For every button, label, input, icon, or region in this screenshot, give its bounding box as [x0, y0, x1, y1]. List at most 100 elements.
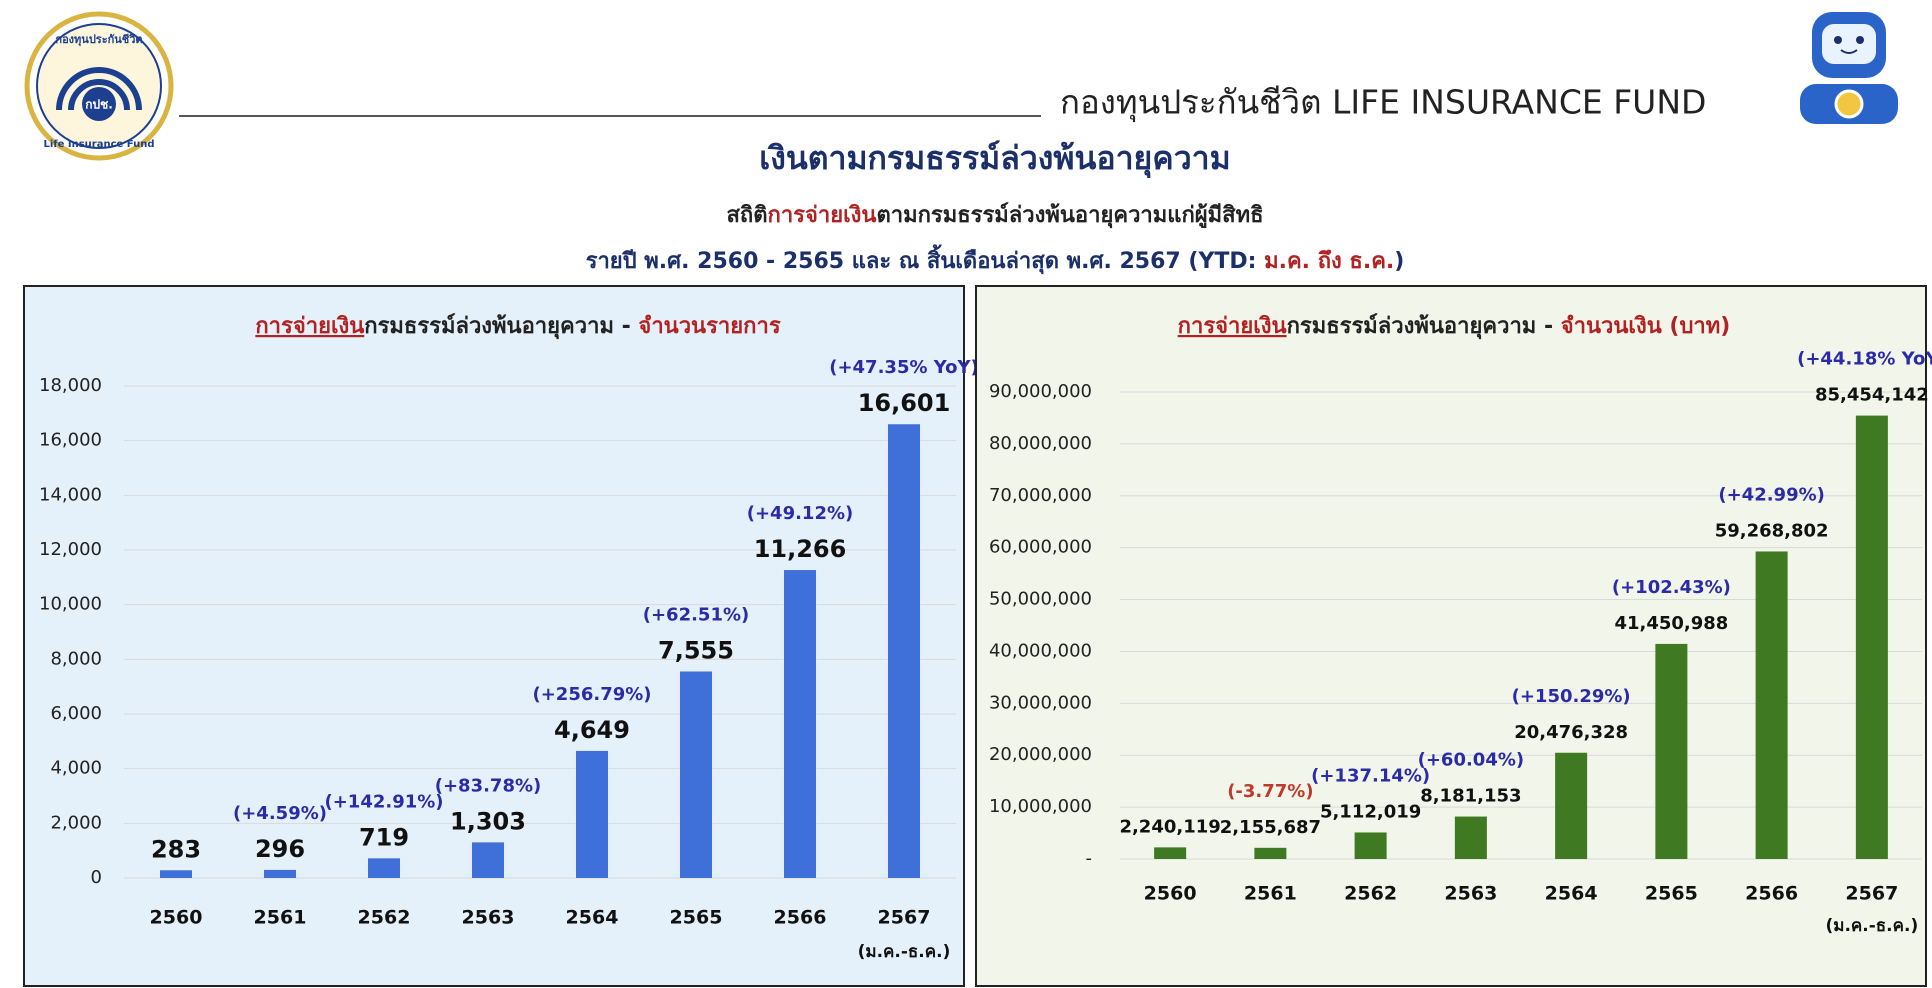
value-label: 7,555 — [658, 636, 734, 664]
chart-panel: การจ่ายเงินกรมธรรม์ล่วงพ้นอายุความ - จำน… — [24, 286, 979, 986]
value-label: 16,601 — [858, 389, 951, 417]
chart-title: การจ่ายเงินกรมธรรม์ล่วงพ้นอายุความ - จำน… — [1178, 313, 1731, 340]
x-tick-label: 2563 — [1444, 883, 1497, 905]
page-title: เงินตามกรมธรรม์ล่วงพ้นอายุความ — [759, 139, 1230, 179]
growth-label: (+102.43%) — [1612, 577, 1731, 598]
x-tick-label: 2567 — [1845, 883, 1898, 905]
subtitle-part: ตามกรมธรรม์ล่วงพ้นอายุความแก่ผู้มีสิทธิ — [876, 202, 1263, 229]
page-canvas: กปช. กองทุนประกันชีวิต Life Insurance Fu… — [0, 0, 1932, 988]
bar — [472, 842, 504, 878]
value-label: 41,450,988 — [1614, 613, 1728, 634]
period-part: รายปี พ.ศ. 2560 - 2565 และ ณ สิ้นเดือนล่… — [586, 244, 1264, 275]
value-label: 4,649 — [554, 716, 630, 744]
subtitle-part: สถิติ — [726, 203, 767, 228]
growth-label: (+83.78%) — [435, 775, 542, 796]
value-label: 5,112,019 — [1320, 801, 1421, 822]
y-tick-label: 40,000,000 — [989, 640, 1092, 661]
value-label: 296 — [255, 835, 305, 863]
logo-center-text: กปช. — [85, 98, 113, 112]
value-label: 1,303 — [450, 807, 526, 835]
y-tick-label: 16,000 — [39, 430, 102, 451]
chart-panel: การจ่ายเงินกรมธรรม์ล่วงพ้นอายุความ - จำน… — [976, 286, 1932, 986]
growth-label: (+49.12%) — [747, 503, 854, 524]
growth-label: (+42.99%) — [1718, 484, 1825, 505]
value-label: 59,268,802 — [1715, 520, 1829, 541]
y-tick-label: 30,000,000 — [989, 692, 1092, 713]
value-label: 8,181,153 — [1420, 786, 1521, 807]
y-tick-label: 10,000 — [39, 594, 102, 615]
y-tick-label: 0 — [91, 867, 102, 888]
x-tick-label: 2567 — [878, 907, 931, 929]
value-label: 283 — [151, 835, 201, 863]
bar — [368, 858, 400, 878]
x-tick-label: 2562 — [1344, 883, 1397, 905]
y-tick-label: 4,000 — [50, 758, 102, 779]
category-note: (ม.ค.-ธ.ค.) — [858, 942, 951, 962]
x-tick-label: 2563 — [462, 907, 515, 929]
y-tick-label: 2,000 — [50, 812, 102, 833]
value-label: 20,476,328 — [1514, 722, 1628, 743]
chart-title-part: จำนวนเงิน (บาท) — [1561, 314, 1731, 339]
bar — [1154, 847, 1186, 859]
x-tick-label: 2560 — [150, 907, 203, 929]
chart-title: การจ่ายเงินกรมธรรม์ล่วงพ้นอายุความ - จำน… — [255, 313, 781, 340]
value-label: 719 — [359, 823, 409, 851]
bar — [1555, 753, 1587, 859]
subtitle-highlight: การจ่ายเงิน — [768, 203, 877, 228]
growth-label: (+142.91%) — [324, 791, 443, 812]
chart-title-part: กรมธรรม์ล่วงพ้นอายุความ - — [364, 313, 638, 340]
bar — [1455, 817, 1487, 859]
period-highlight: ม.ค. ถึง ธ.ค. — [1264, 249, 1394, 274]
x-tick-label: 2565 — [1645, 883, 1698, 905]
y-tick-label: 60,000,000 — [989, 537, 1092, 558]
y-tick-label: 14,000 — [39, 484, 102, 505]
growth-label: (+60.04%) — [1418, 750, 1525, 771]
bar — [784, 570, 816, 878]
bar — [888, 424, 920, 878]
growth-label: (-3.77%) — [1227, 781, 1313, 802]
chart-title-part: การจ่ายเงิน — [255, 314, 364, 339]
bar — [576, 751, 608, 878]
value-label: 2,155,687 — [1220, 817, 1321, 838]
bar — [1856, 416, 1888, 859]
x-tick-label: 2566 — [1745, 883, 1798, 905]
panel-background — [24, 286, 964, 986]
growth-label: (+150.29%) — [1512, 686, 1631, 707]
logo: กปช. กองทุนประกันชีวิต Life Insurance Fu… — [27, 14, 171, 158]
mascot-badge — [1836, 91, 1862, 117]
x-tick-label: 2562 — [358, 907, 411, 929]
mascot-face — [1822, 24, 1876, 64]
x-tick-label: 2561 — [1244, 883, 1297, 905]
y-tick-label: 20,000,000 — [989, 744, 1092, 765]
mascot-eye — [1834, 36, 1842, 44]
y-tick-label: 10,000,000 — [989, 796, 1092, 817]
y-tick-label: 8,000 — [50, 648, 102, 669]
bar — [680, 671, 712, 878]
x-tick-label: 2564 — [1545, 883, 1598, 905]
chart-title-part: กรมธรรม์ล่วงพ้นอายุความ - — [1287, 313, 1561, 340]
mascot — [1800, 12, 1898, 124]
growth-label: (+62.51%) — [643, 604, 750, 625]
mascot-eye — [1856, 36, 1864, 44]
growth-label: (+256.79%) — [532, 684, 651, 705]
chart-title-part: การจ่ายเงิน — [1178, 314, 1287, 339]
bar — [1355, 832, 1387, 859]
y-tick-label: 80,000,000 — [989, 433, 1092, 454]
value-label: 85,454,142 — [1815, 385, 1929, 406]
chart-title-part: จำนวนรายการ — [638, 314, 780, 339]
logo-ring-text: Life Insurance Fund — [43, 139, 154, 150]
brand: กองทุนประกันชีวิต LIFE INSURANCE FUND — [1060, 83, 1706, 123]
y-tick-label: 50,000,000 — [989, 589, 1092, 610]
x-tick-label: 2565 — [670, 907, 723, 929]
y-tick-label: 12,000 — [39, 539, 102, 560]
x-tick-label: 2566 — [774, 907, 827, 929]
bar — [160, 870, 192, 878]
y-tick-label: 6,000 — [50, 703, 102, 724]
x-tick-label: 2560 — [1144, 883, 1197, 905]
bar — [1254, 848, 1286, 859]
y-tick-label: 90,000,000 — [989, 381, 1092, 402]
category-note: (ม.ค.-ธ.ค.) — [1825, 916, 1918, 936]
bar — [1756, 551, 1788, 859]
growth-label: (+4.59%) — [233, 803, 327, 824]
y-tick-label: 70,000,000 — [989, 485, 1092, 506]
